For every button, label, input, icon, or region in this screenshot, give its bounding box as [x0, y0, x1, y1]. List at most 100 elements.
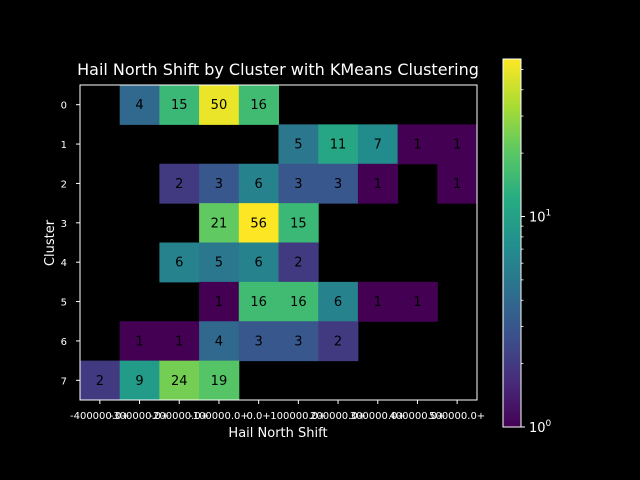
heatmap-cell	[159, 321, 200, 362]
cell-value-label: 6	[255, 256, 263, 271]
cell-value-label: 15	[290, 216, 307, 231]
heatmap-cell	[278, 281, 319, 322]
x-axis-ticks: -400000.0+-300000.0+-200000.0+-100000.0+…	[70, 400, 485, 422]
heatmap-cell	[318, 163, 359, 204]
cell-value-label: 1	[374, 177, 382, 192]
plot-frame	[79, 84, 478, 401]
cell-value-label: 15	[171, 98, 188, 113]
cell-value-label: 2	[294, 256, 302, 271]
heatmap-cell	[397, 281, 438, 322]
cell-value-label: 6	[334, 295, 342, 310]
heatmap-cell	[159, 163, 200, 204]
cell-value-label: 3	[215, 177, 223, 192]
colorbar	[502, 58, 522, 428]
x-tick-label: -400000.0+	[70, 411, 130, 422]
cell-value-label: 9	[135, 374, 143, 389]
cell-value-label: 16	[250, 295, 267, 310]
heatmap-cell	[199, 85, 240, 125]
cell-value-label: 1	[215, 295, 223, 310]
heatmap-cell	[357, 124, 399, 165]
heatmap-cell	[437, 163, 478, 204]
cell-value-label: 7	[374, 138, 382, 153]
y-tick-label: 3	[61, 219, 67, 230]
cell-value-label: 1	[175, 334, 183, 349]
cell-value-label: 11	[330, 138, 347, 153]
cell-value-label: 3	[334, 177, 342, 192]
heatmap-cell	[238, 163, 279, 204]
x-tick-label: 500000.0+	[429, 411, 485, 422]
y-axis-label: Cluster	[43, 219, 58, 266]
cell-value-label: 2	[334, 334, 342, 349]
heatmap-cell	[397, 124, 438, 165]
heatmap-cell	[119, 321, 160, 362]
heatmap-cell	[238, 242, 279, 283]
heatmap-cell	[318, 281, 359, 322]
x-tick-label: -200000.0+	[149, 411, 209, 422]
x-tick-label: 300000.0+	[350, 411, 406, 422]
heatmap-cell	[278, 163, 319, 204]
x-axis-label: Hail North Shift	[228, 426, 327, 441]
cell-value-label: 50	[211, 98, 228, 113]
cell-value-label: 4	[215, 334, 223, 349]
cell-value-label: 5	[215, 256, 223, 271]
heatmap-cell	[238, 85, 279, 125]
cell-value-label: 1	[374, 295, 382, 310]
y-tick-label: 7	[61, 376, 67, 387]
x-tick-label: 0.0+	[247, 411, 271, 422]
cell-value-label: 16	[250, 98, 267, 113]
cell-value-label: 19	[211, 374, 228, 389]
cell-value-label: 16	[290, 295, 307, 310]
cell-value-label: 3	[294, 177, 302, 192]
y-tick-label: 0	[61, 101, 67, 112]
heatmap-cell	[199, 203, 240, 244]
y-axis-ticks: 0 1 2 3 4 5 6 7	[61, 101, 80, 387]
cell-value-label: 1	[453, 177, 461, 192]
cell-value-label: 1	[453, 138, 461, 153]
x-tick-label: -300000.0+	[110, 411, 170, 422]
colorbar-tick-label: 101	[529, 208, 551, 225]
y-tick-label: 4	[61, 258, 67, 269]
heatmap-cell	[80, 360, 121, 401]
heatmap-cell	[357, 281, 399, 322]
heatmap-cell	[318, 321, 359, 362]
cell-value-label: 6	[255, 177, 263, 192]
x-tick-label: 100000.0+	[270, 411, 326, 422]
cell-value-label: 3	[294, 334, 302, 349]
cell-value-label: 1	[413, 295, 421, 310]
heatmap-cell	[278, 242, 319, 283]
colorbar-ticks: 100 101	[521, 68, 552, 436]
cell-value-label: 3	[255, 334, 263, 349]
cell-value-label: 1	[413, 138, 421, 153]
x-tick-label: -100000.0+	[189, 411, 249, 422]
heatmap-cell	[238, 281, 279, 322]
cell-value-label: 24	[171, 374, 188, 389]
cell-value-label: 5	[294, 138, 302, 153]
y-tick-label: 6	[61, 337, 67, 348]
heatmap-cell	[199, 321, 240, 362]
heatmap-cell	[159, 85, 200, 125]
heatmap-cell	[238, 203, 279, 244]
x-tick-label: 200000.0+	[310, 411, 366, 422]
heatmap-cell	[119, 85, 160, 125]
heatmap-cell	[199, 360, 240, 401]
y-tick-label: 5	[61, 298, 67, 309]
cell-value-label: 56	[250, 216, 267, 231]
y-tick-label: 2	[61, 179, 67, 190]
cell-value-label: 4	[135, 98, 143, 113]
heatmap-cell	[278, 203, 319, 244]
heatmap-cell	[199, 163, 240, 204]
cell-value-label: 21	[211, 216, 228, 231]
heatmap-cell	[437, 124, 478, 165]
x-tick-label: 400000.0+	[389, 411, 445, 422]
heatmap-cell	[119, 360, 160, 401]
heatmap-cell	[238, 321, 279, 362]
heatmap-cell	[278, 321, 319, 362]
colorbar-tick-label: 100	[529, 419, 552, 436]
cell-value-label: 6	[175, 256, 183, 271]
cell-value-label: 1	[135, 334, 143, 349]
chart-title: Hail North Shift by Cluster with KMeans …	[77, 60, 479, 79]
heatmap-cell	[318, 124, 359, 165]
heatmap-cell	[278, 124, 319, 165]
cell-value-label: 2	[175, 177, 183, 192]
